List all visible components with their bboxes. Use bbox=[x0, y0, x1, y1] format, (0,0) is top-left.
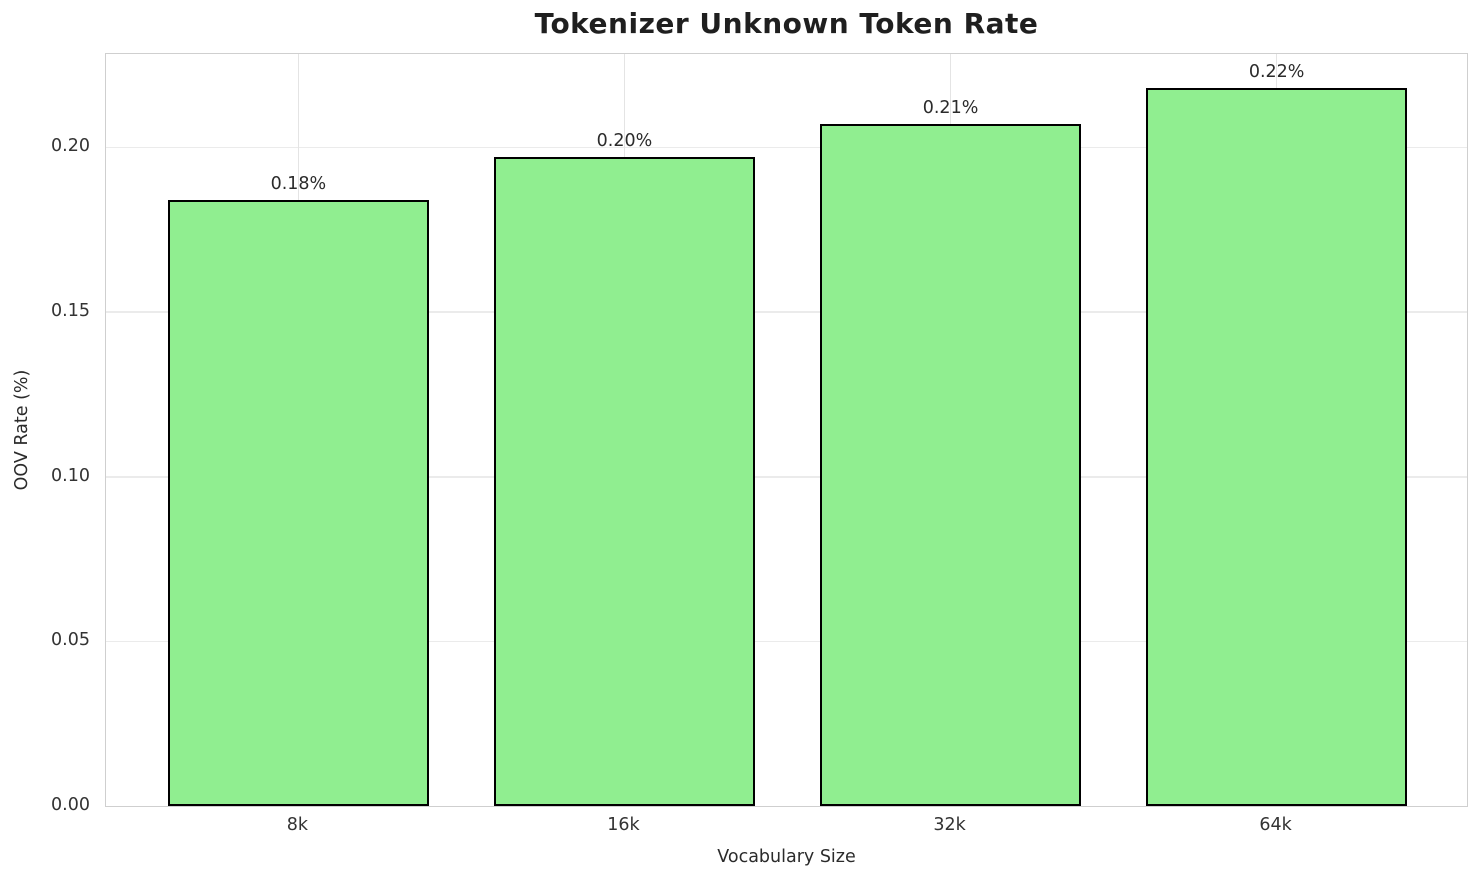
bar-16k bbox=[494, 157, 755, 806]
x-axis-label: Vocabulary Size bbox=[717, 847, 856, 867]
ytick-label-0.15: 0.15 bbox=[51, 301, 90, 322]
xtick-label-16k: 16k bbox=[607, 815, 640, 835]
xtick-label-64k: 64k bbox=[1259, 815, 1292, 835]
bar-value-label-8k: 0.18% bbox=[270, 174, 327, 195]
xtick-label-8k: 8k bbox=[286, 815, 309, 835]
ytick-label-0.05: 0.05 bbox=[51, 630, 90, 651]
gridline-y-0.05 bbox=[106, 640, 1467, 643]
ytick-label-0.00: 0.00 bbox=[51, 795, 90, 815]
bar-8k bbox=[167, 200, 429, 806]
bar-value-label-16k: 0.20% bbox=[596, 131, 653, 152]
plot-area: 0.18% 0.20% 0.21% 0.22% bbox=[105, 53, 1468, 807]
ytick-label-0.20: 0.20 bbox=[51, 136, 90, 157]
bar-value-label-64k: 0.22% bbox=[1248, 62, 1305, 83]
bar-64k bbox=[1146, 88, 1408, 806]
ytick-label-0.10: 0.10 bbox=[51, 465, 90, 486]
bar-value-label-32k: 0.21% bbox=[922, 98, 979, 119]
chart-title: Tokenizer Unknown Token Rate bbox=[534, 7, 1039, 40]
gridline-y-0.10 bbox=[106, 476, 1467, 478]
gridline-y-0.15 bbox=[106, 311, 1467, 313]
gridline-y-0.20 bbox=[106, 146, 1467, 149]
xtick-label-32k: 32k bbox=[933, 815, 966, 835]
bar-32k bbox=[820, 124, 1081, 806]
